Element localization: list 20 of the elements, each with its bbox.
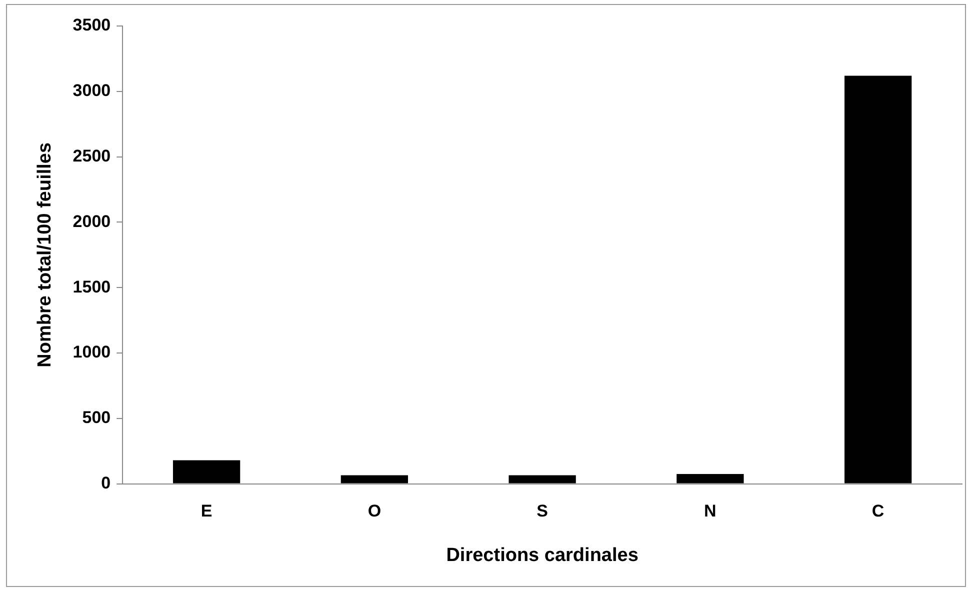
bar	[676, 474, 744, 484]
bar	[844, 76, 912, 484]
x-tick-label: N	[704, 502, 716, 521]
y-tick-label: 3500	[72, 16, 111, 35]
y-tick-label: 1500	[72, 277, 111, 296]
bar	[340, 475, 408, 484]
bar	[172, 460, 240, 484]
y-tick-label: 1000	[72, 342, 111, 362]
x-tick-label: E	[200, 502, 212, 521]
y-tick-label: 0	[101, 473, 111, 492]
bar	[508, 475, 576, 484]
y-axis-title: Nombre total/100 feuilles	[34, 142, 56, 368]
y-tick-label: 2000	[72, 212, 111, 231]
x-axis-title: Directions cardinales	[446, 544, 638, 566]
y-tick-label: 2500	[72, 146, 111, 166]
y-tick-label: 500	[82, 408, 111, 428]
y-tick-label: 3000	[72, 81, 111, 100]
x-tick-label: C	[872, 502, 884, 521]
x-tick-label: S	[536, 502, 548, 521]
x-tick-label: O	[368, 502, 382, 521]
